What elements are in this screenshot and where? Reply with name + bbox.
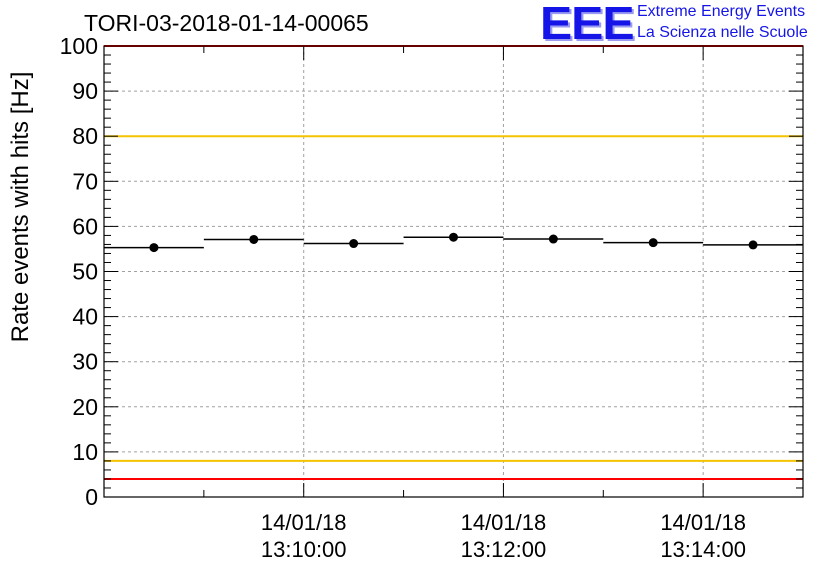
eee-logo: EEE [540, 0, 635, 49]
y-tick-label: 90 [72, 78, 98, 104]
grid-layer [104, 46, 803, 497]
reference-lines [104, 45, 803, 480]
data-point [748, 240, 758, 250]
data-point [449, 232, 458, 242]
x-tick-label-time: 13:14:00 [660, 537, 746, 562]
y-tick-label: 70 [72, 168, 98, 194]
axes: 010203040506070809010014/01/1813:10:0014… [60, 33, 803, 562]
x-tick-label-date: 14/01/18 [261, 510, 347, 535]
y-tick-label: 20 [72, 394, 98, 420]
logo-text-line2: La Scienza nelle Scuole [637, 24, 808, 41]
y-tick-label: 30 [72, 349, 98, 375]
x-tick-label-date: 14/01/18 [461, 510, 547, 535]
x-tick-label-time: 13:12:00 [461, 537, 547, 562]
y-tick-label: 0 [85, 484, 98, 510]
data-point [349, 239, 359, 249]
y-tick-label: 60 [72, 213, 98, 239]
y-tick-label: 10 [72, 439, 98, 465]
x-tick-label-time: 13:10:00 [261, 537, 347, 562]
y-tick-label: 100 [60, 33, 98, 59]
y-tick-label: 80 [72, 123, 98, 149]
data-point [548, 234, 558, 244]
y-tick-label: 40 [72, 304, 98, 330]
data-point [149, 243, 159, 253]
logo-text-line1: Extreme Energy Events [637, 3, 806, 20]
data-point [648, 238, 658, 248]
data-series [104, 232, 803, 253]
y-tick-label: 50 [72, 259, 98, 285]
x-tick-label-date: 14/01/18 [660, 510, 746, 535]
chart-title: TORI-03-2018-01-14-00065 [84, 10, 369, 36]
y-axis-label: Rate events with hits [Hz] [7, 72, 34, 343]
data-point [249, 234, 259, 244]
